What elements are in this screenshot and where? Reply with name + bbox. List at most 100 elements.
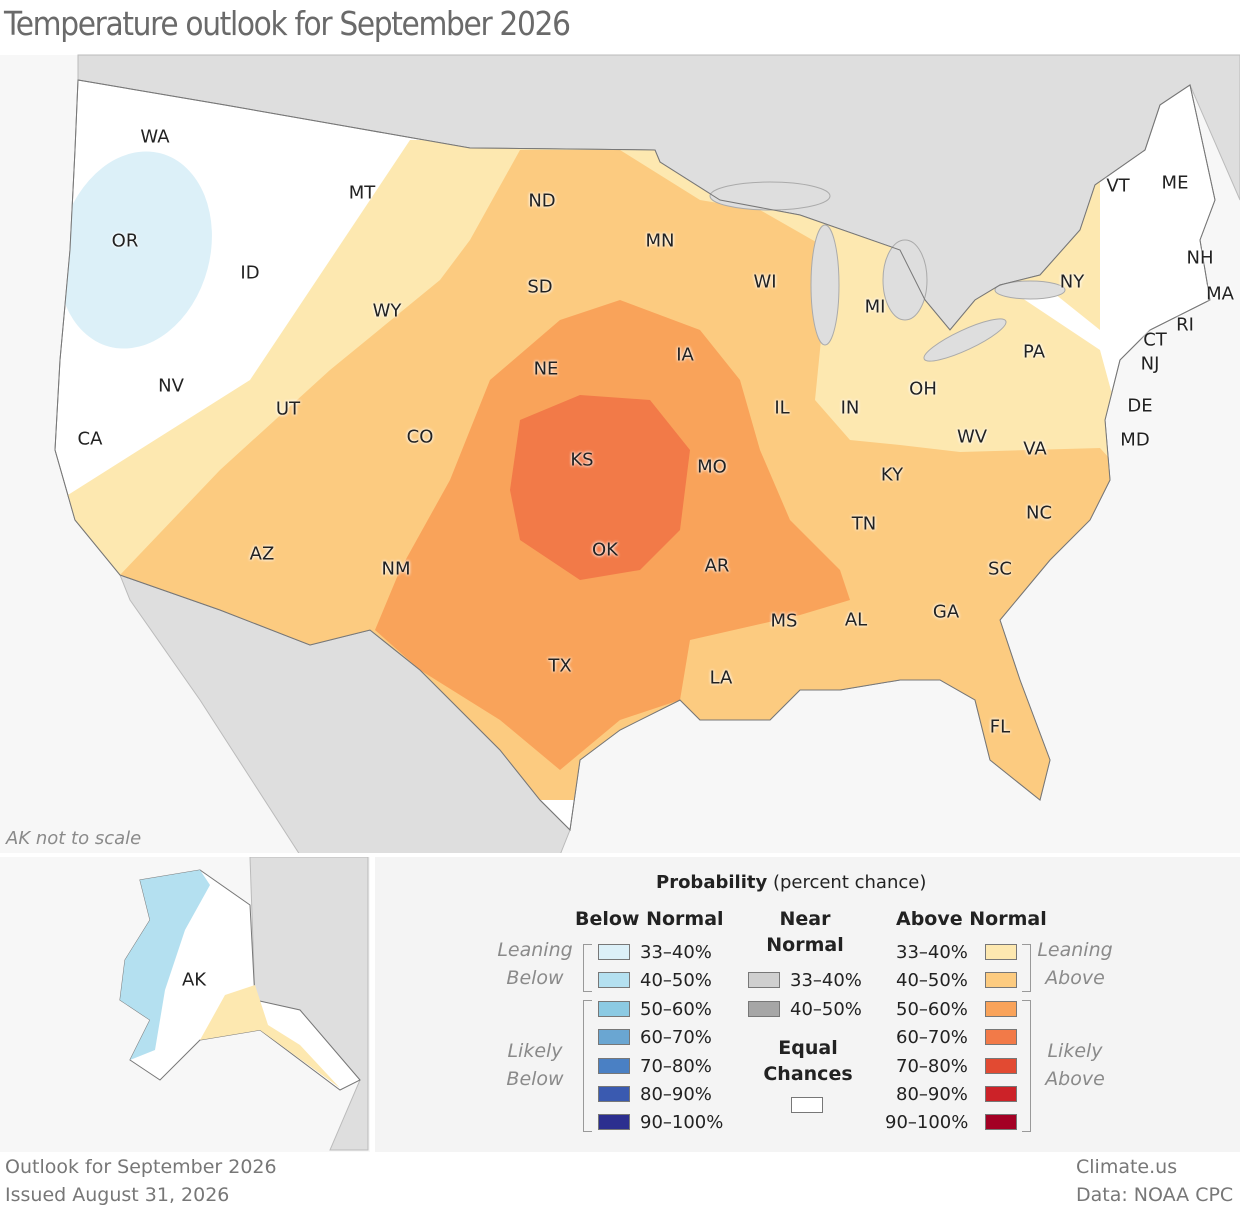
state-label: NM (381, 558, 411, 580)
state-label: NE (533, 358, 559, 380)
legend-label: 40–50% (790, 998, 862, 1020)
state-label: WA (140, 126, 170, 148)
legend-swatch (598, 1057, 630, 1074)
legend-group: Leaning Above (1037, 939, 1113, 989)
legend-label: 70–80% (896, 1055, 968, 1077)
state-label: WI (753, 271, 777, 293)
state-label: MI (864, 296, 886, 318)
state-label: CO (406, 426, 434, 448)
bracket (583, 944, 592, 992)
legend-title-text: Probability (656, 872, 768, 893)
bracket (583, 1000, 592, 1132)
state-label: IN (840, 397, 860, 419)
footer-outlook: Outlook for September 2026 (5, 1156, 277, 1178)
inset-note: AK not to scale (6, 828, 142, 849)
state-label: DE (1127, 395, 1153, 417)
state-label: MD (1120, 429, 1150, 451)
state-label: CA (77, 428, 103, 450)
legend-swatch (985, 944, 1017, 960)
legend-swatch (985, 1000, 1017, 1017)
legend-label: 33–40% (896, 942, 968, 963)
state-label: MS (770, 610, 798, 632)
state-label: FL (989, 716, 1011, 738)
bracket (1022, 1000, 1031, 1132)
legend-group: Likely Above (1045, 1040, 1105, 1090)
state-label: NY (1059, 271, 1085, 293)
state-label: OR (111, 230, 139, 252)
legend-label: 50–60% (896, 998, 968, 1020)
state-label: NH (1186, 247, 1214, 269)
legend-swatch (598, 1086, 630, 1102)
legend-swatch (985, 1086, 1017, 1102)
state-label: VT (1106, 175, 1130, 197)
state-label: MN (645, 230, 675, 252)
state-label: OK (592, 539, 618, 561)
legend-label: 80–90% (640, 1084, 712, 1105)
state-label: AL (844, 609, 868, 631)
state-label: SD (527, 276, 553, 298)
legend-swatch (748, 1000, 780, 1017)
legend-label: 33–40% (790, 970, 862, 992)
legend-label: 50–60% (640, 998, 712, 1020)
state-label: PA (1022, 341, 1046, 363)
footer-issued: Issued August 31, 2026 (5, 1184, 230, 1206)
legend-title: Probability (percent chance) (656, 872, 926, 893)
legend-label: 40–50% (640, 970, 712, 992)
legend-heading: Below Normal (575, 908, 724, 930)
legend-swatch (598, 1000, 630, 1017)
state-label: IA (676, 344, 694, 366)
state-label: AR (704, 555, 730, 577)
legend-swatch (598, 944, 630, 960)
state-label: MT (348, 182, 376, 204)
legend-swatch (985, 972, 1017, 989)
legend-heading: Near Normal (766, 908, 844, 956)
state-label: NJ (1140, 353, 1160, 375)
legend-swatch (791, 1097, 823, 1113)
legend-label: 70–80% (640, 1055, 712, 1077)
state-label: TN (851, 513, 877, 535)
state-label: GA (932, 601, 960, 623)
state-label: MO (697, 456, 727, 478)
state-label: SC (988, 558, 1012, 580)
above-60-zone (510, 395, 690, 580)
legend-swatch (748, 972, 780, 989)
great-lakes (709, 181, 1066, 362)
state-label: WY (372, 300, 402, 322)
legend-swatch (985, 1114, 1017, 1131)
bracket (1022, 944, 1031, 992)
legend-label: 90–100% (640, 1112, 724, 1134)
title: Temperature outlook for September 2026 (4, 4, 571, 43)
us-border (54, 79, 1216, 832)
legend-label: 40–50% (896, 970, 968, 992)
state-label: CT (1143, 329, 1167, 351)
state-label: ND (528, 190, 556, 212)
legend-swatch (985, 1057, 1017, 1074)
state-label: VA (1023, 438, 1047, 460)
legend-label: 80–90% (896, 1084, 968, 1105)
state-label: ID (240, 262, 260, 284)
legend-heading: Above Normal (896, 908, 1047, 930)
state-label: IL (774, 397, 790, 419)
legend-swatch (985, 1029, 1017, 1046)
legend-subtitle: (percent chance) (772, 872, 927, 893)
state-label: OH (909, 378, 937, 400)
legend-swatch (598, 1029, 630, 1046)
state-label: RI (1176, 314, 1194, 336)
state-label: AK (181, 969, 207, 991)
legend-label: 60–70% (896, 1027, 968, 1049)
ak-above-zone (200, 985, 340, 1088)
legend-group: Leaning Below (497, 939, 573, 989)
legend-label: 33–40% (640, 942, 712, 963)
state-label: ME (1161, 172, 1189, 194)
state-label: AZ (249, 543, 275, 565)
below-33-zone (58, 151, 212, 349)
state-label: NC (1025, 502, 1053, 524)
footer-credit: Data: NOAA CPC (1076, 1184, 1234, 1206)
legend-heading: Equal Chances (763, 1037, 853, 1085)
ak-below-zone (120, 870, 210, 1060)
state-label: NV (158, 375, 184, 397)
state-label: TX (548, 655, 572, 677)
state-label: MA (1206, 283, 1234, 305)
